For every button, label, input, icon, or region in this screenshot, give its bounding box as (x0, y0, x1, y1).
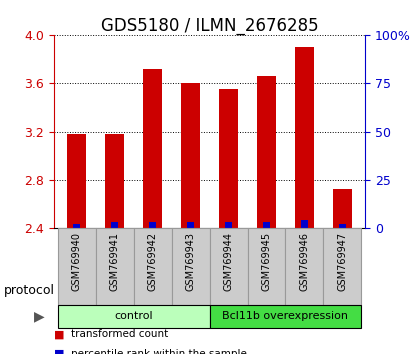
Bar (323, 228, 361, 304)
Text: transformed count: transformed count (71, 330, 168, 339)
Bar (143, 69, 162, 228)
Bar (333, 189, 352, 228)
Text: protocol: protocol (4, 284, 55, 297)
Text: GSM769944: GSM769944 (224, 232, 234, 291)
Bar (181, 84, 200, 228)
Text: percentile rank within the sample: percentile rank within the sample (71, 349, 247, 354)
Bar (210, 228, 247, 304)
Text: control: control (115, 311, 153, 321)
Bar (187, 222, 194, 228)
Text: GSM769946: GSM769946 (300, 232, 310, 291)
Text: GSM769945: GSM769945 (261, 232, 271, 291)
Text: GSM769941: GSM769941 (110, 232, 120, 291)
Bar (96, 228, 134, 304)
Bar (286, 228, 323, 304)
Bar (301, 220, 308, 228)
Bar (257, 76, 276, 228)
Bar (219, 90, 238, 228)
Bar (263, 222, 270, 228)
Bar (295, 47, 314, 228)
Bar (67, 134, 86, 228)
Text: GSM769940: GSM769940 (72, 232, 82, 291)
Bar (210, 304, 361, 328)
Text: Bcl11b overexpression: Bcl11b overexpression (222, 311, 349, 321)
Text: GSM769943: GSM769943 (186, 232, 195, 291)
Text: ■: ■ (54, 330, 64, 339)
Bar (73, 224, 80, 228)
Text: ■: ■ (54, 349, 64, 354)
Bar (339, 224, 346, 228)
Bar (58, 228, 96, 304)
Bar (134, 228, 172, 304)
Text: GSM769947: GSM769947 (337, 232, 347, 291)
Bar (247, 228, 286, 304)
Bar (225, 222, 232, 228)
Bar (172, 228, 210, 304)
Title: GDS5180 / ILMN_2676285: GDS5180 / ILMN_2676285 (101, 17, 318, 35)
Text: ▶: ▶ (34, 309, 45, 323)
Text: GSM769942: GSM769942 (148, 232, 158, 291)
Bar (111, 222, 118, 228)
Bar (105, 134, 124, 228)
Bar (149, 222, 156, 228)
Bar (58, 304, 210, 328)
